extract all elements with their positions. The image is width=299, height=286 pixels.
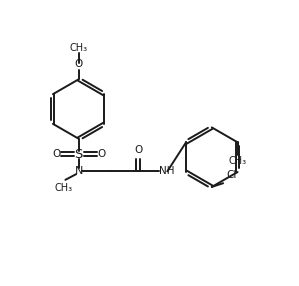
Text: CH₃: CH₃ xyxy=(54,183,72,193)
Text: Cl: Cl xyxy=(226,170,236,180)
Text: O: O xyxy=(74,59,83,69)
Text: S: S xyxy=(74,148,83,161)
Text: CH₃: CH₃ xyxy=(70,43,88,53)
Text: N: N xyxy=(74,166,83,176)
Text: O: O xyxy=(97,149,106,159)
Text: CH₃: CH₃ xyxy=(228,156,247,166)
Text: O: O xyxy=(134,145,142,155)
Text: O: O xyxy=(52,149,60,159)
Text: NH: NH xyxy=(159,166,175,176)
